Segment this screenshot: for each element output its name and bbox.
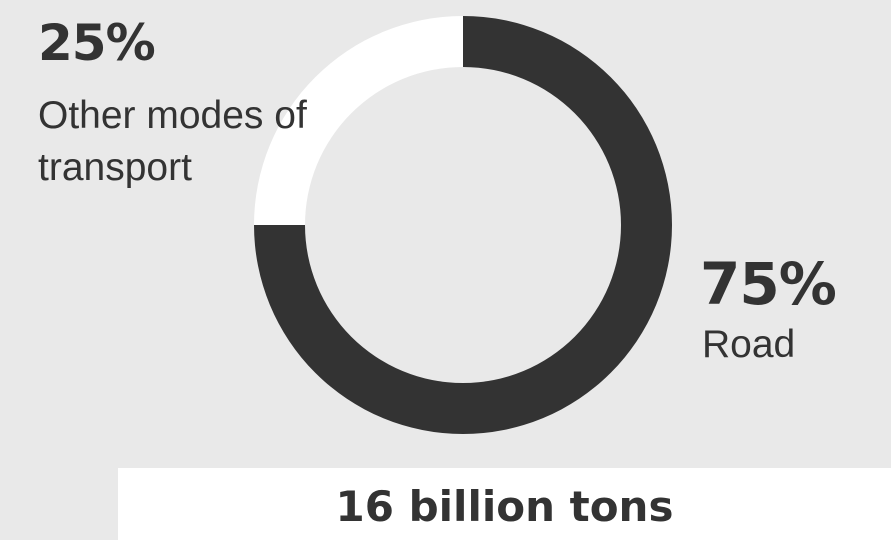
road-percentage: 75%	[700, 250, 837, 318]
other-modes-label: Other modes of transport	[38, 94, 307, 189]
total-banner: 16 billion tons	[118, 468, 891, 540]
road-label: Road	[702, 323, 796, 366]
donut-slice-other-modes-of-transport	[254, 16, 463, 225]
other-modes-percentage: 25%	[38, 14, 156, 72]
total-value: 16 billion tons	[335, 482, 674, 531]
